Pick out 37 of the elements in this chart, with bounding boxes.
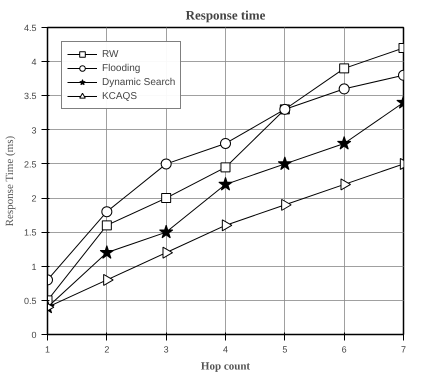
point	[161, 193, 172, 204]
x-tick-label: 3	[164, 344, 169, 354]
x-tick-label: 2	[104, 344, 110, 354]
point	[159, 224, 174, 238]
y-tick-label: 4	[31, 57, 37, 68]
point	[339, 63, 350, 74]
point	[103, 274, 114, 286]
y-tick-label: 3	[31, 125, 37, 136]
y-tick-label: 1.5	[24, 228, 37, 238]
point	[218, 176, 233, 191]
x-tick-label: 4	[222, 344, 228, 354]
y-tick-label: 1	[31, 262, 37, 272]
point	[337, 136, 352, 150]
legend-label: KCAQS	[102, 90, 138, 103]
legend-label: Flooding	[102, 62, 140, 75]
point	[338, 83, 350, 94]
x-tick-label: 1	[44, 344, 50, 354]
x-tick-label: 7	[400, 344, 406, 354]
y-tick-label: 3.5	[24, 91, 37, 102]
point	[278, 156, 292, 170]
x-tick-label: 5	[282, 344, 288, 354]
y-tick-label: 0.5	[24, 296, 37, 306]
chart-title: Response time	[186, 8, 266, 22]
x-tick-label: 6	[342, 344, 347, 354]
point	[222, 219, 232, 232]
point	[220, 162, 230, 172]
legend-label: Dynamic Search	[102, 76, 176, 89]
legend-label: RW	[102, 48, 120, 61]
y-tick-label: 2.5	[24, 159, 37, 170]
x-axis-title: Hop count	[200, 360, 250, 372]
point	[162, 246, 174, 259]
y-tick-label: 2	[31, 194, 37, 204]
y-tick-label: 0	[31, 330, 37, 340]
y-tick-label: 4.5	[24, 23, 37, 33]
y-axis-title: Response Time (ms)	[4, 136, 16, 226]
point	[160, 158, 172, 170]
point	[220, 138, 231, 149]
